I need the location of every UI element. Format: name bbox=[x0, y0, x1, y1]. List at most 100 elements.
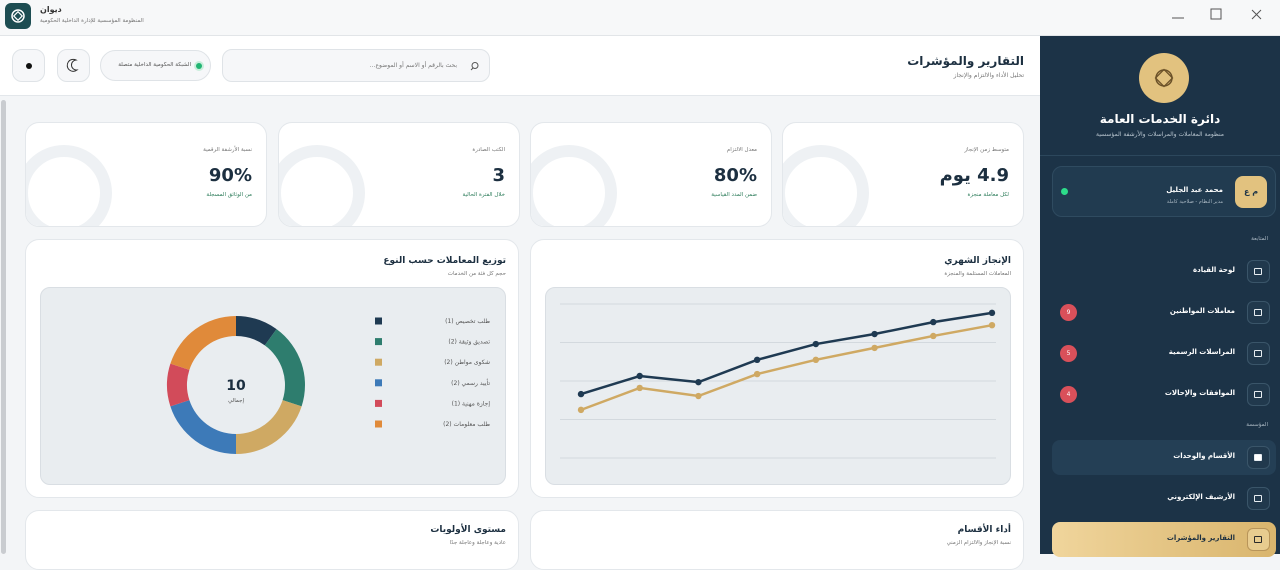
page-title: التقارير والمؤشرات bbox=[907, 54, 1024, 68]
legend-swatch bbox=[375, 317, 382, 325]
sidebar: دائرة الخدمات العامة منظومة المعاملات وا… bbox=[1040, 36, 1280, 557]
moon-icon bbox=[66, 58, 79, 72]
nav-label: لوحة القيادة bbox=[1192, 266, 1235, 274]
stat-card: الكتب الصادرة 3 خلال الفترة الحالية bbox=[278, 122, 520, 227]
card-ring bbox=[26, 145, 112, 226]
stat-note: خلال الفترة الحالية bbox=[462, 192, 505, 198]
legend-label: إجازة مهنية (1) bbox=[452, 400, 491, 407]
user-name: محمد عبد الجليل bbox=[1166, 186, 1223, 194]
card-ring bbox=[279, 145, 365, 226]
scrollbar[interactable] bbox=[1, 100, 6, 554]
legend-swatch bbox=[375, 338, 382, 346]
search-box[interactable]: بحث بالرقم أو الاسم أو الموضوع... bbox=[222, 49, 490, 82]
panel-title: الإنجاز الشهري bbox=[944, 256, 1011, 266]
user-card[interactable]: م ع محمد عبد الجليل مدير النظام - صلاحية… bbox=[1052, 166, 1276, 217]
nav-item[interactable]: الأقسام والوحدات bbox=[1052, 440, 1276, 475]
line-point bbox=[988, 309, 996, 317]
nav-icon-glyph bbox=[1254, 268, 1262, 275]
app-name: ديوان bbox=[40, 5, 62, 14]
plot-area bbox=[40, 287, 506, 485]
line-point bbox=[695, 392, 702, 400]
stat-card: معدل الالتزام 80% ضمن المدد القياسية bbox=[530, 122, 772, 227]
nav-icon-glyph bbox=[1254, 309, 1262, 316]
nav-label: الموافقات والإحالات bbox=[1164, 389, 1235, 397]
panel-subtitle: نسبة الإنجاز والالتزام الزمني bbox=[946, 540, 1011, 546]
line-point bbox=[988, 321, 996, 329]
status-pill: الشبكة الحكومية الداخلية متصلة bbox=[100, 50, 211, 81]
close[interactable] bbox=[1251, 9, 1262, 20]
nav-icon-glyph bbox=[1254, 495, 1262, 502]
donut-segment bbox=[170, 400, 236, 454]
nav-icon bbox=[1247, 301, 1270, 324]
line-point bbox=[812, 340, 820, 348]
app-logo bbox=[11, 9, 25, 23]
nav-item[interactable]: الأرشيف الإلكتروني bbox=[1052, 481, 1276, 516]
search-placeholder: بحث بالرقم أو الاسم أو الموضوع... bbox=[369, 62, 457, 69]
stat-note: من الوثائق المسجلة bbox=[206, 192, 252, 198]
stat-card: نسبة الأرشفة الرقمية 90% من الوثائق المسجل… bbox=[25, 122, 267, 227]
section-title: المؤسسة bbox=[1246, 422, 1268, 428]
line-point bbox=[577, 406, 585, 414]
charts: طلب تخصيص (1) تصديق وثيقة (2) شكوى مواطن (… bbox=[167, 303, 996, 459]
line-series bbox=[580, 323, 993, 412]
nav-badge: 4 bbox=[1060, 386, 1077, 403]
theme-button[interactable] bbox=[57, 49, 90, 82]
nav-item[interactable]: لوحة القيادة bbox=[1052, 254, 1276, 289]
legend-swatch bbox=[375, 358, 382, 366]
menu-button[interactable] bbox=[12, 49, 45, 82]
nav-item[interactable]: معاملات المواطنين 9 bbox=[1052, 295, 1276, 330]
online-dot bbox=[1061, 188, 1068, 195]
line-point bbox=[753, 370, 761, 378]
legend-swatch bbox=[375, 379, 382, 387]
nav-icon-glyph bbox=[1254, 391, 1262, 398]
line-point bbox=[753, 356, 761, 364]
nav-icon bbox=[1247, 528, 1270, 551]
card-ring bbox=[783, 145, 869, 226]
legend-label: طلب تخصيص (1) bbox=[445, 318, 490, 325]
legend-label: شكوى مواطن (2) bbox=[444, 359, 490, 366]
nav-badge: 5 bbox=[1060, 345, 1077, 362]
stat-value: 90% bbox=[208, 165, 252, 186]
nav-label: التقارير والمؤشرات bbox=[1166, 534, 1235, 542]
nav-item[interactable]: المراسلات الرسمية 5 bbox=[1052, 336, 1276, 371]
nav-label: معاملات المواطنين bbox=[1169, 307, 1235, 315]
stat-label: الكتب الصادرة bbox=[472, 147, 505, 153]
dot-icon bbox=[26, 63, 32, 69]
maximize[interactable] bbox=[1210, 8, 1222, 20]
org-subtitle: منظومة المعاملات والمراسلات والأرشفة الم… bbox=[1096, 131, 1224, 138]
line-point bbox=[695, 378, 702, 386]
nav-icon-glyph bbox=[1254, 350, 1262, 357]
nav-label: المراسلات الرسمية bbox=[1168, 348, 1235, 356]
line-point bbox=[930, 332, 937, 340]
line-point bbox=[636, 372, 643, 380]
nav-icon-glyph bbox=[1254, 536, 1262, 543]
window-controls[interactable] bbox=[1160, 0, 1280, 36]
line-point bbox=[930, 318, 937, 326]
bottom-panel: مستوى الأولويات عادية وعاجلة وعاجلة جدًا bbox=[25, 510, 519, 570]
status-dot bbox=[196, 63, 202, 69]
nav-icon-glyph bbox=[1254, 454, 1262, 461]
nav-item[interactable]: التقارير والمؤشرات bbox=[1052, 522, 1276, 557]
stat-note: ضمن المدد القياسية bbox=[711, 192, 757, 198]
page-subtitle: تحليل الأداء والالتزام والإنجاز bbox=[953, 72, 1024, 79]
status-text: الشبكة الحكومية الداخلية متصلة bbox=[118, 62, 191, 68]
line-point bbox=[577, 390, 585, 398]
panel-subtitle: حجم كل فئة من الخدمات bbox=[447, 271, 506, 277]
donut-segment bbox=[236, 400, 302, 454]
app-icon bbox=[5, 3, 31, 29]
stat-value: 4.9 يوم bbox=[939, 165, 1009, 186]
nav-label: الأرشيف الإلكتروني bbox=[1167, 493, 1235, 501]
nav-badge: 9 bbox=[1060, 304, 1077, 321]
donut-total-label: إجمالي bbox=[228, 398, 245, 404]
stat-label: نسبة الأرشفة الرقمية bbox=[203, 147, 252, 153]
nav-icon bbox=[1247, 383, 1270, 406]
nav-icon bbox=[1247, 487, 1270, 510]
donut-segment bbox=[236, 316, 277, 346]
line-point bbox=[636, 384, 643, 392]
panel-subtitle: عادية وعاجلة وعاجلة جدًا bbox=[449, 540, 506, 546]
stat-label: معدل الالتزام bbox=[726, 147, 757, 153]
nav-item[interactable]: الموافقات والإحالات 4 bbox=[1052, 377, 1276, 412]
panel-subtitle: المعاملات المستلمة والمنجزة bbox=[944, 271, 1011, 277]
nav-label: الأقسام والوحدات bbox=[1173, 452, 1235, 460]
